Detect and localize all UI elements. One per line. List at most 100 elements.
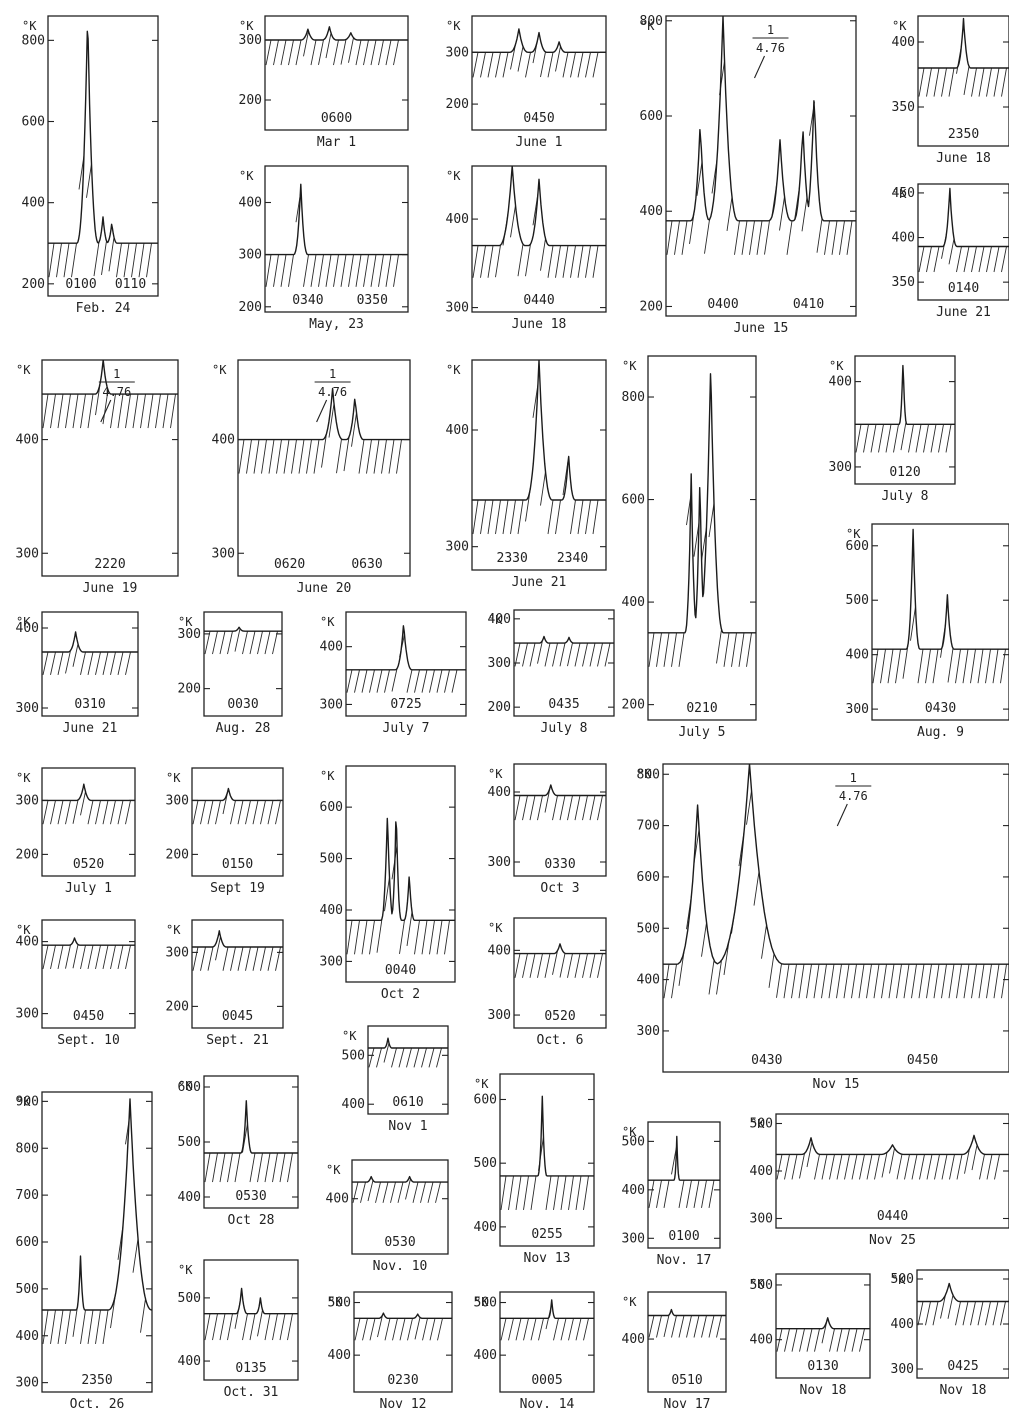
temperature-streak xyxy=(582,953,588,978)
unit-label: °K xyxy=(320,769,335,783)
time-label: 0030 xyxy=(227,697,258,712)
chart-panel: 400 300 °K 0120 July 8 xyxy=(829,355,956,504)
panel-frame xyxy=(499,1073,595,1247)
temperature-streak xyxy=(560,1318,567,1341)
temperature-streak xyxy=(428,1047,435,1068)
y-tick-label: 600 xyxy=(637,870,660,885)
temperature-streak xyxy=(280,39,287,66)
chart-panel: 800 700 600 500 400 300 °K 0430 0450 1 4.76 Nov 15 xyxy=(637,763,1009,1092)
temperature-streak xyxy=(764,220,770,255)
y-tick-label: 600 xyxy=(640,109,663,124)
temperature-streak xyxy=(674,220,680,255)
temperature-streak xyxy=(362,1318,368,1341)
temperature-streak xyxy=(517,46,524,72)
time-label: 0600 xyxy=(321,111,352,126)
y-tick-label: 500 xyxy=(178,1291,201,1306)
chart-panel: 800 600 400 200 °K 0100 0110 Feb. 24 xyxy=(22,15,159,316)
temperature-streak xyxy=(95,945,101,970)
temperature-streak xyxy=(866,1154,873,1180)
temperature-streak xyxy=(978,964,985,999)
unit-label: °K xyxy=(446,169,461,183)
y-tick-label: 200 xyxy=(239,300,262,315)
y-tick-label: 400 xyxy=(488,785,511,800)
temperature-streak xyxy=(964,1148,970,1174)
unit-label: °K xyxy=(892,19,907,33)
temperature-streak xyxy=(836,964,842,999)
chart-panel: 500 400 °K 0005 Nov. 14 xyxy=(474,1291,595,1412)
temperature-streak xyxy=(589,643,596,667)
temperature-streak xyxy=(753,871,760,906)
temperature-streak xyxy=(219,631,226,655)
y-tick-label: 900 xyxy=(16,1094,39,1109)
temperature-streak xyxy=(212,631,218,655)
date-caption: June 18 xyxy=(936,151,991,166)
y-tick-label: 400 xyxy=(892,231,915,246)
time-label: 0725 xyxy=(390,697,421,712)
temperature-streak xyxy=(57,1309,64,1345)
temperature-streak xyxy=(881,964,887,999)
temperature-streak xyxy=(933,246,940,273)
temperature-streak xyxy=(814,1328,820,1352)
panel-frame xyxy=(665,15,857,317)
temperature-streak xyxy=(444,920,450,955)
temperature-trace xyxy=(666,16,856,222)
unit-label: °K xyxy=(891,1273,906,1287)
temperature-streak xyxy=(325,32,332,59)
temperature-streak xyxy=(741,220,748,255)
temperature-streak xyxy=(265,254,272,287)
chart-panel: 600 500 400 °K 0530 Oct 28 xyxy=(178,1075,299,1228)
temperature-streak xyxy=(1001,246,1007,273)
temperature-streak xyxy=(295,39,302,66)
temperature-streak xyxy=(204,1152,211,1183)
temperature-streak xyxy=(276,439,282,474)
temperature-streak xyxy=(207,946,214,971)
temperature-streak xyxy=(917,649,924,684)
temperature-streak xyxy=(568,1175,574,1210)
temperature-streak xyxy=(87,651,94,675)
chart-panel: 400 300 °K 0520 Oct. 6 xyxy=(488,917,607,1048)
temperature-streak xyxy=(926,964,932,999)
temperature-streak xyxy=(361,669,368,693)
time-label: 0430 xyxy=(925,701,956,716)
date-caption: June 18 xyxy=(512,317,567,332)
y-tick-label: 200 xyxy=(22,277,45,292)
y-tick-label: 800 xyxy=(16,1141,39,1156)
unit-label: °K xyxy=(166,923,181,937)
unit-label: °K xyxy=(178,615,193,629)
time-label: 0255 xyxy=(531,1227,562,1242)
temperature-streak xyxy=(360,1182,366,1203)
y-tick-label: 200 xyxy=(166,999,189,1014)
temperature-streak xyxy=(746,632,752,667)
temperature-streak xyxy=(369,669,375,693)
chart-panel: 400 300 °K 2330 2340 June 21 xyxy=(446,359,607,590)
temperature-streak xyxy=(836,1328,843,1352)
temperature-streak xyxy=(42,800,49,825)
temperature-streak xyxy=(502,499,509,535)
y-tick-label: 300 xyxy=(320,954,343,969)
temperature-streak xyxy=(671,1315,677,1338)
chart-panel: 600 500 400 300 °K 0430 Aug. 9 xyxy=(846,523,1009,740)
temperature-streak xyxy=(956,1154,963,1180)
time-label-2: 0450 xyxy=(907,1053,938,1068)
temperature-streak xyxy=(859,1328,865,1352)
temperature-streak xyxy=(257,1152,263,1183)
temperature-streak xyxy=(373,439,380,474)
temperature-streak xyxy=(310,39,317,66)
temperature-streak xyxy=(947,1294,954,1319)
temperature-streak xyxy=(562,245,569,278)
y-tick-label: 200 xyxy=(166,847,189,862)
temperature-streak xyxy=(575,1318,582,1341)
temperature-streak xyxy=(363,39,369,66)
temperature-streak xyxy=(368,1047,375,1068)
temperature-streak xyxy=(559,953,566,978)
date-caption: Nov. 17 xyxy=(657,1253,712,1268)
temperature-streak xyxy=(346,669,353,693)
temperature-streak xyxy=(851,1154,858,1180)
temperature-streak xyxy=(215,800,221,825)
temperature-streak xyxy=(260,946,266,971)
temperature-streak xyxy=(50,800,56,825)
temperature-streak xyxy=(831,220,838,255)
temperature-streak xyxy=(102,389,109,425)
chart-panel: 500 400 300 °K 0440 Nov 25 xyxy=(750,1113,1009,1248)
temperature-streak xyxy=(65,650,71,674)
